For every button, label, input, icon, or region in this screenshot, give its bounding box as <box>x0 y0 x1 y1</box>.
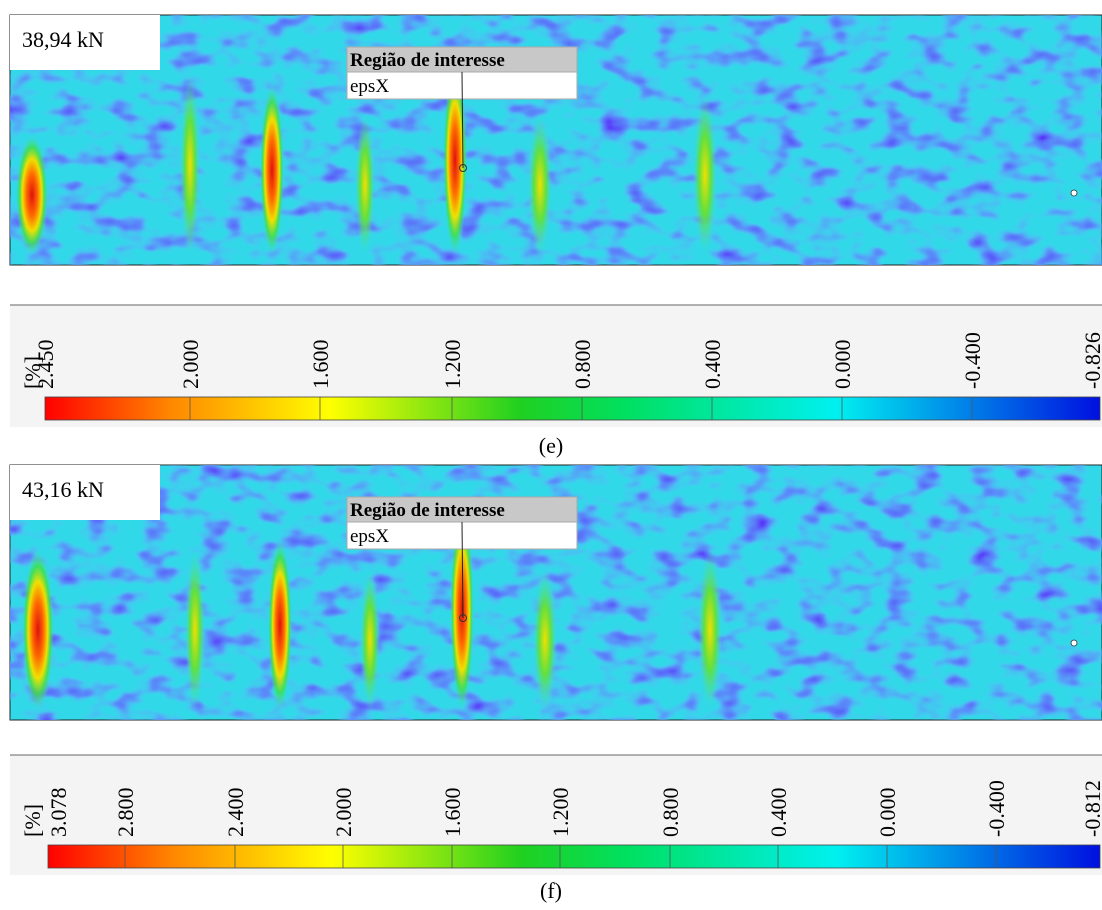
colorbar-unit: [%] <box>20 804 45 837</box>
strain-band <box>180 75 200 255</box>
strain-band <box>533 570 557 710</box>
strain-band <box>693 95 717 255</box>
colorbar <box>47 844 1101 869</box>
strain-band <box>443 65 467 255</box>
colorbar-tick-label: 2.450 <box>33 340 58 390</box>
colorbar-tick-label: 2.400 <box>223 788 248 838</box>
strain-band <box>528 115 552 255</box>
load-label: 43,16 kN <box>22 477 104 502</box>
colorbar-tick-label: 1.600 <box>440 788 465 838</box>
caption: (e) <box>539 433 563 458</box>
colorbar-tick-label: 2.000 <box>331 788 356 838</box>
colorbar-tick-label: 1.600 <box>308 340 333 390</box>
colorbar-tick-label: -0.826 <box>1080 332 1102 389</box>
load-label: 38,94 kN <box>22 27 104 52</box>
colorbar-tick-label: -0.400 <box>960 332 985 389</box>
colorbar-tick-label: -0.400 <box>984 780 1009 837</box>
region-field: epsX <box>350 526 389 547</box>
strain-band <box>360 570 380 710</box>
strain-band <box>355 115 375 255</box>
strain-band <box>185 550 205 710</box>
colorbar-tick-label: 2.800 <box>113 788 138 838</box>
region-title: Região de interesse <box>350 500 505 521</box>
strain-band <box>268 540 292 710</box>
region-header <box>346 46 578 73</box>
strain-band <box>16 135 48 255</box>
colorbar <box>44 396 1101 421</box>
colorbar-tick-label: 0.400 <box>766 788 791 838</box>
colorbar-tick-label: 0.400 <box>700 340 725 390</box>
region-pointer <box>461 521 464 619</box>
region-header <box>346 496 578 523</box>
colorbar-tick-label: 0.000 <box>830 340 855 390</box>
colorbar-tick-label: 0.800 <box>570 340 595 390</box>
load-box <box>10 465 160 520</box>
colorbar-tick-label: 2.000 <box>178 340 203 390</box>
colorbar-tick-label: -0.812 <box>1080 780 1102 837</box>
colorbar-tick-label: 1.200 <box>440 340 465 390</box>
strain-band <box>698 550 722 710</box>
colorbar-tick-label: 0.000 <box>875 788 900 838</box>
region-point <box>459 164 467 172</box>
region-title: Região de interesse <box>350 50 505 71</box>
colorbar-tick-label: 0.800 <box>658 788 683 838</box>
region-pointer <box>461 71 464 169</box>
colorbar-tick-label: 3.078 <box>46 788 71 838</box>
strain-band <box>260 85 284 255</box>
marker <box>1070 639 1078 647</box>
caption: (f) <box>540 878 562 903</box>
load-box <box>10 15 160 70</box>
colorbar-unit: [%] <box>20 356 45 389</box>
colorbar-tick-label: 1.200 <box>548 788 573 838</box>
strain-band <box>22 550 54 710</box>
region-field: epsX <box>350 76 389 97</box>
region-point <box>459 614 467 622</box>
strain-band <box>450 510 474 710</box>
marker <box>1070 189 1078 197</box>
